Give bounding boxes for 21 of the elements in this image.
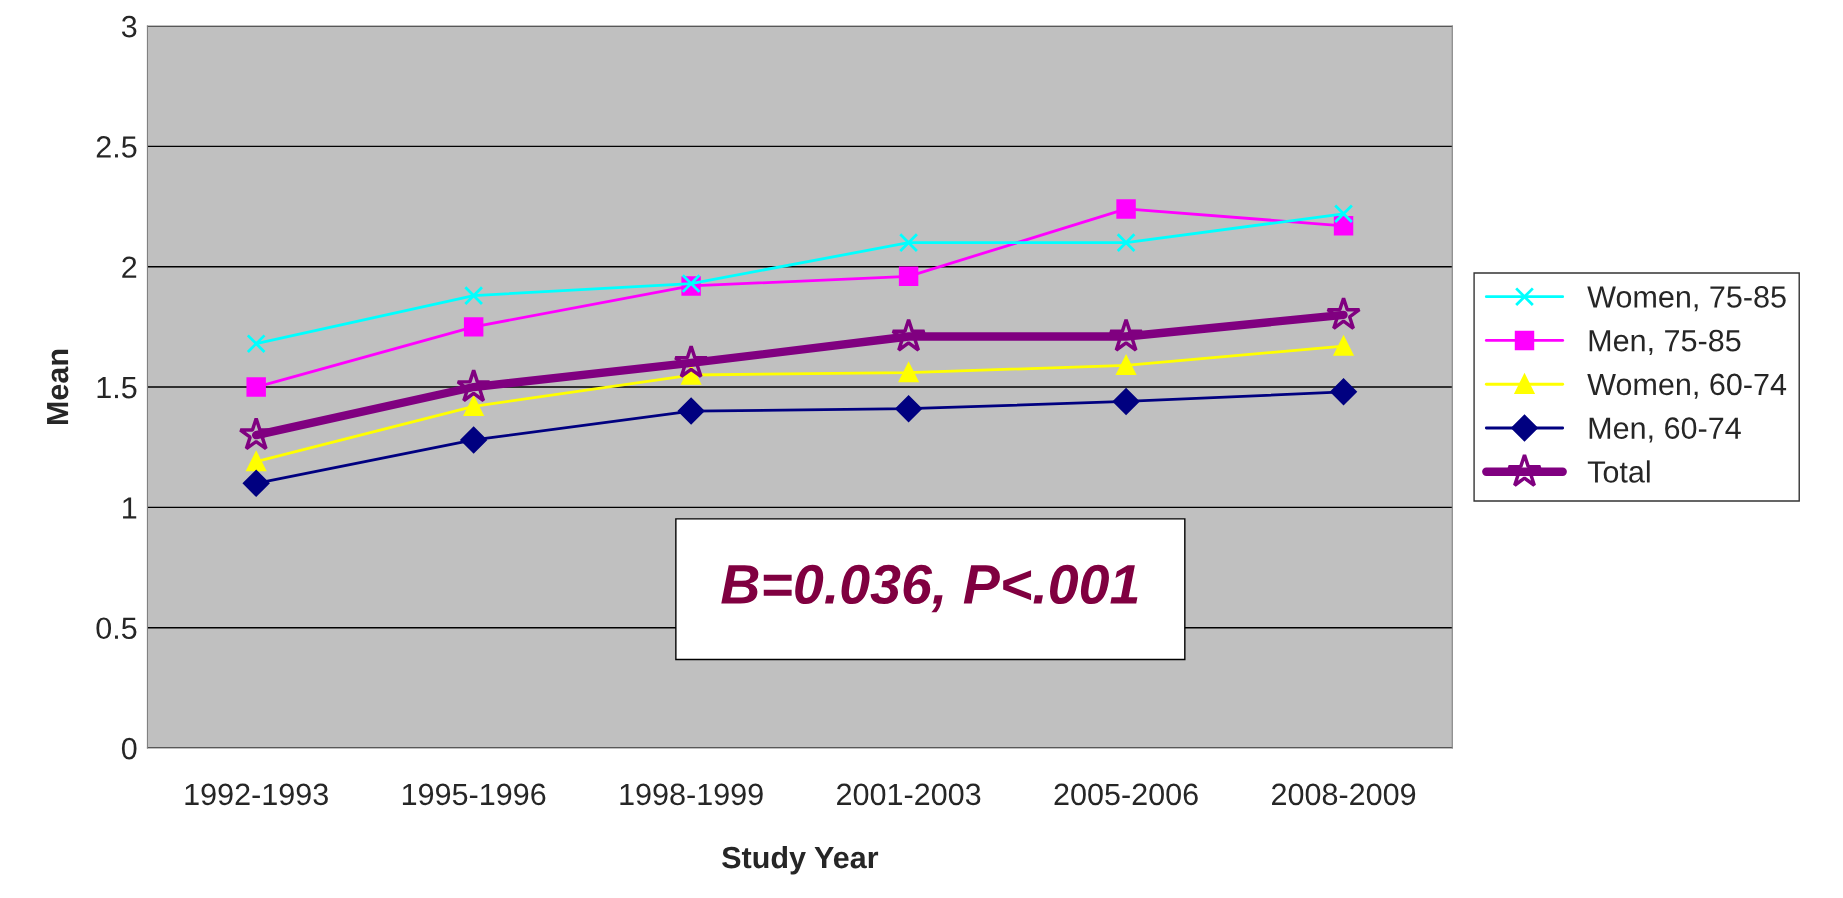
legend-label: Men, 75-85: [1589, 329, 1741, 356]
x-tick-label: 2001-2003: [837, 783, 981, 806]
x-tick-label: 1992-1993: [185, 783, 328, 806]
legend-label: Men, 60-74: [1589, 417, 1741, 443]
x-axis-title: Study Year: [722, 845, 879, 875]
y-axis-title: Mean: [47, 349, 69, 425]
y-tick-label: 0: [121, 737, 137, 760]
x-tick-label: 2008-2009: [1272, 783, 1416, 806]
legend-label: Women, 60-74: [1587, 373, 1787, 399]
y-tick-label: 2: [122, 256, 137, 278]
x-tick-label: 1998-1999: [620, 783, 763, 806]
x-tick-label: 1995-1996: [402, 783, 546, 806]
y-tick-label: 1.5: [97, 377, 137, 399]
x-tick-label: 2005-2006: [1054, 783, 1198, 806]
legend-label: Total: [1587, 460, 1650, 483]
y-tick-label: 2.5: [96, 136, 137, 158]
y-tick-label: 1: [123, 497, 137, 519]
legend-label: Women, 75-85: [1587, 286, 1786, 312]
annotation: B=0.036, P<.001: [721, 564, 1138, 613]
y-tick-label: 3: [121, 15, 137, 38]
y-tick-label: 0.5: [96, 617, 137, 640]
